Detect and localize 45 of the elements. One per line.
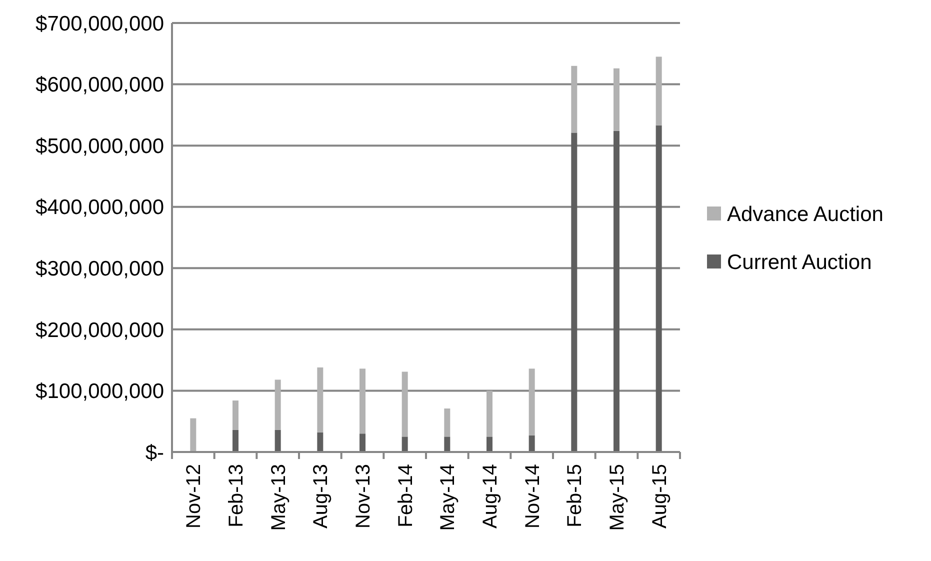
bar — [190, 418, 196, 452]
y-tick-label: $300,000,000 — [36, 257, 164, 280]
bar — [360, 434, 366, 452]
bar — [274, 380, 281, 430]
y-tick-label: $500,000,000 — [36, 134, 164, 158]
y-tick-label: $- — [145, 441, 164, 464]
bar — [232, 430, 238, 452]
bar — [656, 56, 662, 126]
y-tick-label: $100,000,000 — [36, 380, 164, 404]
bar — [614, 68, 620, 131]
bar — [571, 66, 578, 133]
bar — [444, 408, 450, 437]
bar — [486, 390, 492, 437]
x-tick-label: Nov-12 — [183, 464, 206, 528]
x-tick-label: Aug-15 — [648, 464, 671, 528]
x-tick-label: May-15 — [606, 464, 628, 531]
x-tick-label: Aug-13 — [310, 464, 332, 528]
x-tick-label: May-14 — [437, 464, 460, 531]
bar — [232, 400, 238, 430]
y-tick-label: $400,000,000 — [36, 196, 164, 220]
bar — [402, 436, 408, 452]
bar — [360, 368, 366, 434]
x-tick-label: Nov-13 — [352, 464, 374, 528]
bar — [528, 368, 535, 436]
bar — [402, 372, 408, 437]
x-tick-label: Feb-15 — [564, 464, 586, 528]
y-tick-label: $200,000,000 — [36, 318, 164, 342]
x-tick-label: Feb-14 — [394, 464, 417, 528]
bar — [614, 130, 620, 452]
bar — [656, 125, 662, 452]
y-tick-label: $700,000,000 — [36, 12, 164, 36]
x-tick-label: Feb-13 — [226, 464, 248, 528]
x-tick-label: May-13 — [268, 464, 290, 531]
bar — [486, 436, 492, 452]
legend-label: Current Auction — [727, 250, 872, 274]
bar — [317, 432, 324, 452]
bar — [571, 132, 578, 452]
x-tick-label: Nov-14 — [522, 464, 544, 528]
bar — [274, 430, 281, 452]
bar — [444, 436, 450, 452]
x-tick-label: Aug-14 — [480, 464, 502, 528]
legend-label: Advance Auction — [727, 202, 884, 226]
bar — [317, 367, 324, 432]
y-tick-label: $600,000,000 — [36, 74, 164, 97]
bar — [528, 435, 535, 452]
